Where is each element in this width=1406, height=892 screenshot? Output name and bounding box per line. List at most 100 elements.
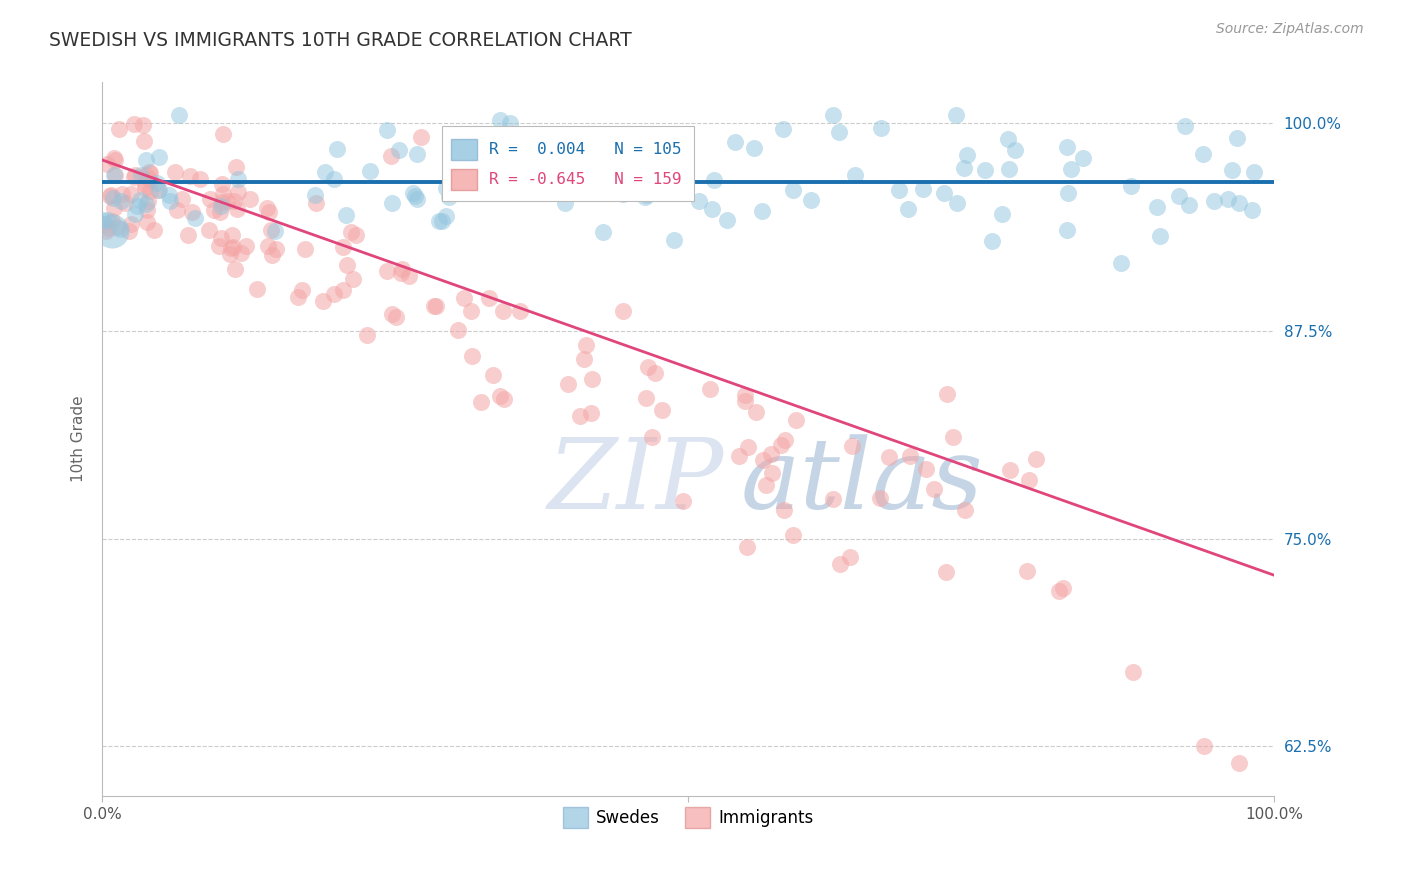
Immigrants xyxy=(260,223,283,237)
Immigrants xyxy=(202,202,225,217)
Immigrants xyxy=(391,261,413,276)
Immigrants xyxy=(385,310,408,324)
Swedes xyxy=(1149,229,1171,244)
Swedes xyxy=(772,122,794,136)
Immigrants xyxy=(114,195,136,210)
Swedes xyxy=(1057,186,1080,200)
Swedes xyxy=(1168,189,1191,203)
Immigrants xyxy=(727,449,749,463)
Swedes xyxy=(688,194,710,209)
Swedes xyxy=(405,192,427,206)
Immigrants xyxy=(100,188,122,202)
Swedes xyxy=(434,209,457,223)
Swedes xyxy=(464,157,486,171)
Immigrants xyxy=(344,227,367,242)
Immigrants xyxy=(935,565,957,579)
Immigrants xyxy=(148,183,170,197)
Text: R =  0.004   N = 105: R = 0.004 N = 105 xyxy=(489,142,682,157)
Immigrants xyxy=(98,221,121,235)
Swedes xyxy=(127,199,149,213)
Immigrants xyxy=(637,360,659,375)
Immigrants xyxy=(1192,739,1215,754)
Immigrants xyxy=(256,201,278,215)
Swedes xyxy=(724,135,747,149)
Immigrants xyxy=(198,192,221,206)
Swedes xyxy=(981,234,1004,248)
Immigrants xyxy=(375,264,398,278)
Swedes xyxy=(665,143,688,157)
Immigrants xyxy=(339,225,361,239)
Immigrants xyxy=(118,224,141,238)
Immigrants xyxy=(135,203,157,218)
Text: R = -0.645   N = 159: R = -0.645 N = 159 xyxy=(489,172,682,187)
Immigrants xyxy=(482,368,505,382)
Immigrants xyxy=(219,241,242,255)
Immigrants xyxy=(188,172,211,186)
Immigrants xyxy=(212,187,235,202)
Text: atlas: atlas xyxy=(741,434,984,530)
Swedes xyxy=(159,188,181,202)
Immigrants xyxy=(179,169,201,183)
Immigrants xyxy=(221,228,243,243)
Immigrants xyxy=(305,195,328,210)
Swedes xyxy=(821,108,844,122)
Immigrants xyxy=(752,453,775,467)
Immigrants xyxy=(122,117,145,131)
Swedes xyxy=(325,142,347,156)
Immigrants xyxy=(224,262,246,277)
Immigrants xyxy=(737,441,759,455)
Immigrants xyxy=(96,157,118,171)
Swedes xyxy=(934,186,956,200)
Immigrants xyxy=(447,322,470,336)
Immigrants xyxy=(166,202,188,217)
Text: ZIP: ZIP xyxy=(547,434,724,530)
Swedes xyxy=(1056,140,1078,154)
Swedes xyxy=(437,190,460,204)
Immigrants xyxy=(336,258,359,272)
Swedes xyxy=(662,233,685,247)
Immigrants xyxy=(239,192,262,206)
Immigrants xyxy=(581,406,603,420)
Immigrants xyxy=(342,272,364,286)
Immigrants xyxy=(225,202,247,217)
Immigrants xyxy=(453,292,475,306)
Point xyxy=(100,224,122,238)
Text: Source: ZipAtlas.com: Source: ZipAtlas.com xyxy=(1216,22,1364,37)
Immigrants xyxy=(821,492,844,507)
Swedes xyxy=(592,225,614,239)
Swedes xyxy=(1109,256,1132,270)
Immigrants xyxy=(612,303,634,318)
Immigrants xyxy=(291,283,314,297)
Immigrants xyxy=(761,467,783,481)
Swedes xyxy=(1056,223,1078,237)
Immigrants xyxy=(134,177,156,191)
Immigrants xyxy=(332,239,354,253)
Immigrants xyxy=(936,387,959,401)
Immigrants xyxy=(312,294,335,309)
Swedes xyxy=(800,193,823,207)
Swedes xyxy=(1059,162,1081,177)
Immigrants xyxy=(356,328,378,343)
Swedes xyxy=(998,162,1021,177)
Immigrants xyxy=(492,303,515,318)
Immigrants xyxy=(734,388,756,402)
Immigrants xyxy=(398,269,420,284)
Swedes xyxy=(1178,198,1201,212)
Immigrants xyxy=(180,205,202,219)
Immigrants xyxy=(219,247,242,261)
Swedes xyxy=(402,186,425,200)
Swedes xyxy=(560,155,582,169)
Immigrants xyxy=(103,151,125,165)
Swedes xyxy=(973,163,995,178)
Swedes xyxy=(159,194,181,208)
Immigrants xyxy=(264,242,287,256)
Immigrants xyxy=(246,282,269,296)
Swedes xyxy=(456,169,478,184)
Immigrants xyxy=(734,394,756,409)
Immigrants xyxy=(134,181,156,195)
Immigrants xyxy=(224,194,246,208)
Swedes xyxy=(844,168,866,182)
Swedes xyxy=(110,194,132,208)
Swedes xyxy=(945,108,967,122)
Y-axis label: 10th Grade: 10th Grade xyxy=(72,396,86,483)
